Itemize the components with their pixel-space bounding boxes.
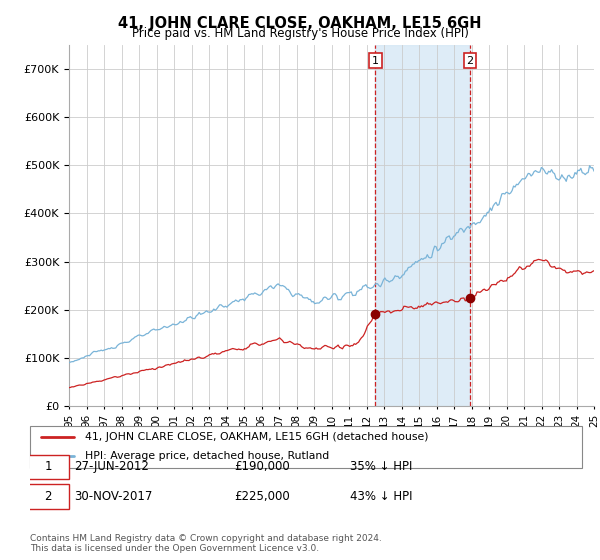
Text: Price paid vs. HM Land Registry's House Price Index (HPI): Price paid vs. HM Land Registry's House … bbox=[131, 27, 469, 40]
Text: 27-JUN-2012: 27-JUN-2012 bbox=[74, 460, 149, 473]
FancyBboxPatch shape bbox=[30, 426, 582, 468]
FancyBboxPatch shape bbox=[27, 484, 68, 509]
Text: Contains HM Land Registry data © Crown copyright and database right 2024.
This d: Contains HM Land Registry data © Crown c… bbox=[30, 534, 382, 553]
FancyBboxPatch shape bbox=[27, 455, 68, 479]
Text: 35% ↓ HPI: 35% ↓ HPI bbox=[350, 460, 413, 473]
Text: £225,000: £225,000 bbox=[234, 490, 290, 503]
Text: HPI: Average price, detached house, Rutland: HPI: Average price, detached house, Rutl… bbox=[85, 451, 329, 461]
Text: 41, JOHN CLARE CLOSE, OAKHAM, LE15 6GH: 41, JOHN CLARE CLOSE, OAKHAM, LE15 6GH bbox=[118, 16, 482, 31]
Text: 1: 1 bbox=[372, 55, 379, 66]
Text: £190,000: £190,000 bbox=[234, 460, 290, 473]
Text: 30-NOV-2017: 30-NOV-2017 bbox=[74, 490, 152, 503]
Text: 2: 2 bbox=[467, 55, 473, 66]
Text: 2: 2 bbox=[44, 490, 52, 503]
Text: 41, JOHN CLARE CLOSE, OAKHAM, LE15 6GH (detached house): 41, JOHN CLARE CLOSE, OAKHAM, LE15 6GH (… bbox=[85, 432, 428, 442]
Text: 43% ↓ HPI: 43% ↓ HPI bbox=[350, 490, 413, 503]
Text: 1: 1 bbox=[44, 460, 52, 473]
Bar bbox=[375, 45, 470, 406]
